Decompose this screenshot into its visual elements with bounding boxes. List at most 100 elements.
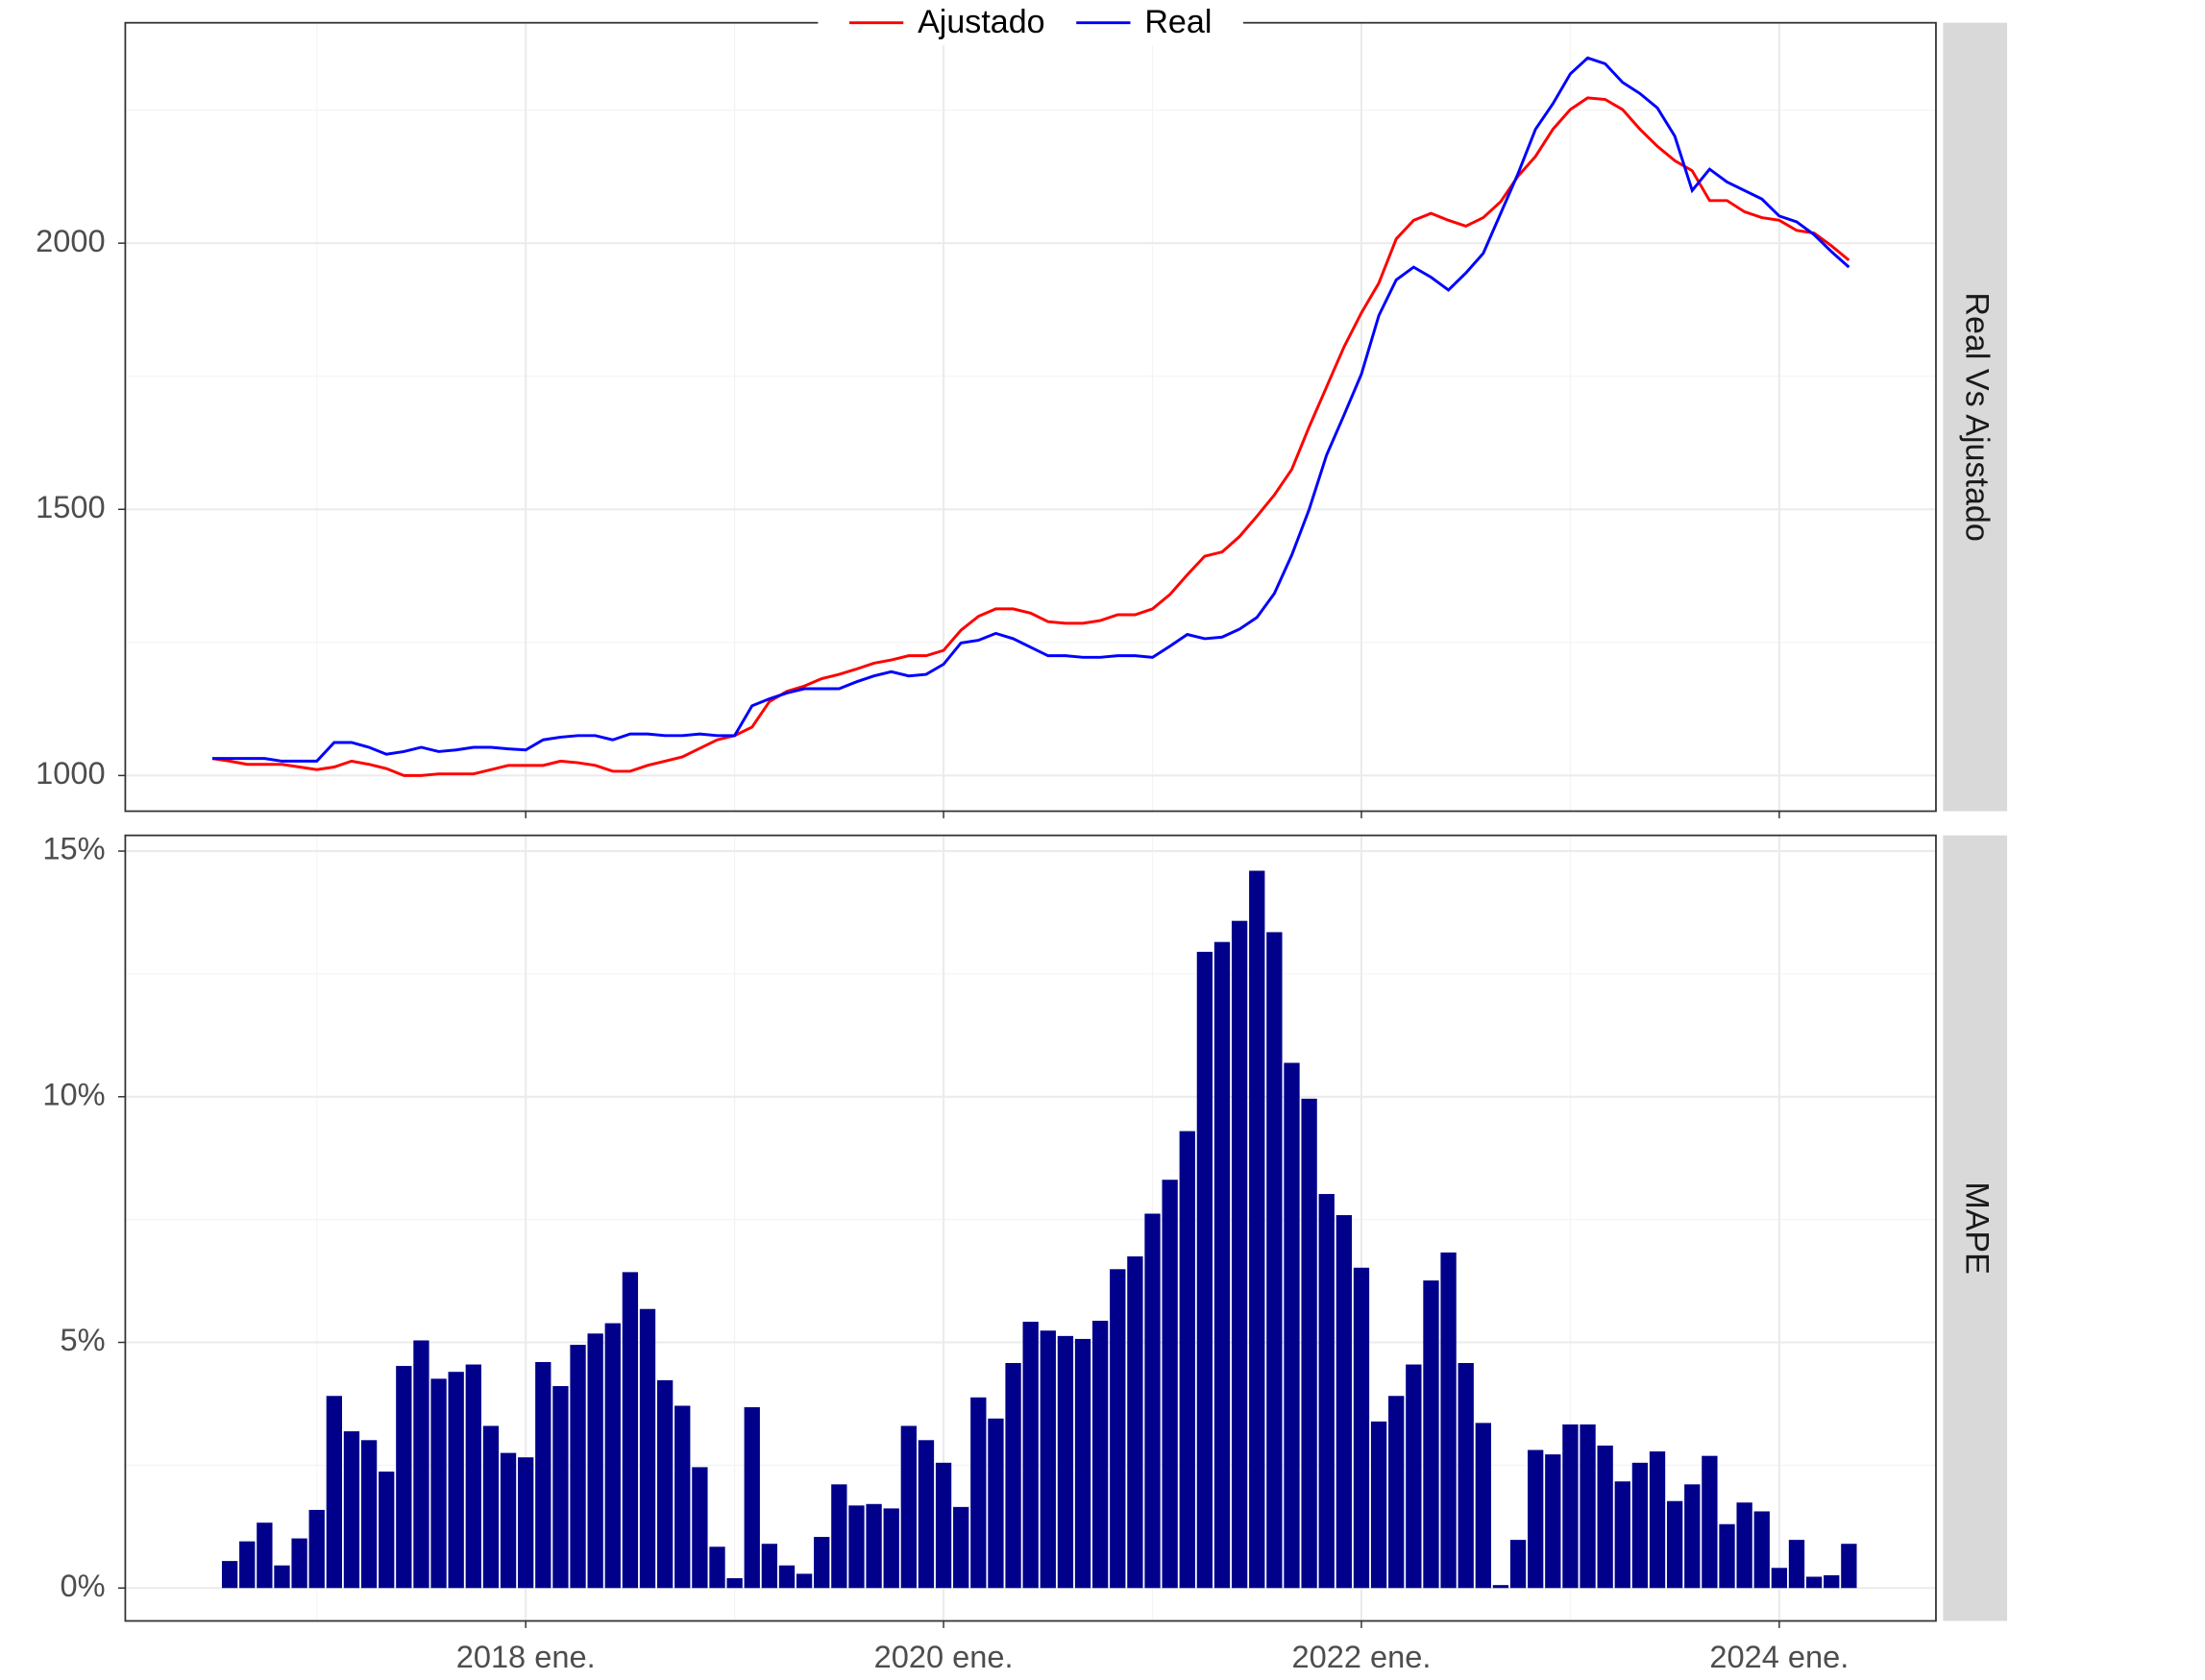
strip	[1943, 22, 2008, 812]
bar	[360, 1440, 378, 1589]
panel-background	[125, 22, 1936, 812]
bar	[535, 1361, 551, 1589]
bar	[1040, 1330, 1056, 1589]
bar	[1022, 1322, 1039, 1589]
y-tick-label: 0%	[61, 1568, 106, 1603]
bar	[1753, 1511, 1770, 1589]
bar	[848, 1505, 865, 1589]
bar	[1266, 932, 1283, 1589]
bar	[587, 1333, 603, 1589]
bar	[1353, 1267, 1370, 1589]
x-tick-label: 2024 ene.	[1709, 1639, 1849, 1674]
bar	[744, 1407, 760, 1589]
y-tick-label: 1000	[36, 755, 105, 791]
bar	[1666, 1500, 1683, 1589]
bar	[500, 1452, 517, 1589]
strip-label: Real Vs Ajustado	[1959, 292, 1996, 541]
bar	[257, 1522, 273, 1589]
bar	[465, 1364, 481, 1589]
bar	[1074, 1338, 1091, 1589]
bar	[726, 1578, 743, 1589]
bar	[1597, 1445, 1613, 1589]
bar	[1301, 1098, 1317, 1589]
bar	[326, 1396, 343, 1589]
bar	[291, 1538, 307, 1589]
bar	[953, 1506, 969, 1589]
bar	[778, 1565, 796, 1589]
line-series	[211, 56, 1850, 763]
bar	[831, 1484, 847, 1589]
x-tick-label: 2022 ene.	[1292, 1639, 1432, 1674]
bar	[814, 1537, 830, 1589]
line-series	[211, 96, 1850, 777]
bar	[1805, 1576, 1823, 1589]
bar	[970, 1397, 987, 1589]
bar	[1335, 1215, 1353, 1589]
bar	[1719, 1523, 1735, 1589]
bar	[1057, 1335, 1074, 1589]
bar	[935, 1462, 952, 1589]
bar	[1771, 1568, 1788, 1589]
bar	[1458, 1362, 1474, 1589]
bar	[239, 1541, 256, 1589]
y-tick-label: 10%	[42, 1076, 105, 1111]
bar	[1423, 1280, 1439, 1589]
bar	[1231, 920, 1248, 1589]
bar	[1213, 941, 1231, 1589]
bar	[656, 1379, 674, 1589]
bar	[1492, 1585, 1509, 1589]
bar	[1249, 870, 1265, 1589]
bar	[1318, 1194, 1335, 1589]
bar	[639, 1308, 656, 1589]
bar	[570, 1345, 586, 1589]
bar	[430, 1378, 447, 1589]
bar	[448, 1372, 464, 1589]
panel: 1000 1500 2000 Real Vs Ajustado	[36, 21, 2008, 818]
bar	[1440, 1252, 1457, 1589]
bar	[1614, 1481, 1630, 1589]
bar	[761, 1544, 778, 1589]
bar	[1580, 1424, 1596, 1589]
bar	[1841, 1544, 1857, 1589]
bar	[1005, 1362, 1021, 1589]
bar	[1162, 1180, 1178, 1589]
y-tick-label: 5%	[61, 1322, 106, 1357]
bar	[1196, 951, 1213, 1589]
bar	[988, 1418, 1004, 1589]
bar	[552, 1386, 569, 1589]
bar	[1736, 1502, 1752, 1589]
legend-label: Ajustado	[918, 4, 1045, 40]
bar	[866, 1503, 882, 1589]
bar	[1824, 1574, 1840, 1589]
bar	[622, 1272, 639, 1589]
bar	[918, 1440, 935, 1589]
y-tick-label: 1500	[36, 489, 105, 524]
bar	[883, 1508, 899, 1589]
legend: Ajustado Real	[818, 2, 1244, 46]
bar	[221, 1561, 238, 1589]
strip	[1943, 835, 2008, 1621]
bar	[1179, 1131, 1195, 1589]
bar	[1684, 1484, 1701, 1589]
bar	[709, 1546, 725, 1589]
bar	[1284, 1062, 1300, 1589]
bar	[1370, 1421, 1387, 1589]
bar	[379, 1472, 395, 1589]
bar	[1702, 1455, 1718, 1589]
panel-border	[124, 834, 1937, 1622]
bar	[796, 1573, 813, 1589]
bar	[1406, 1364, 1422, 1589]
bar	[482, 1425, 500, 1589]
panel: 0% 5% 10% 15% 2018 ene. 2020 ene. 2022 ene. 202…	[42, 831, 2008, 1674]
bar	[274, 1565, 290, 1589]
y-tick-label: 2000	[36, 223, 105, 258]
bar	[1631, 1462, 1649, 1589]
bar	[1528, 1449, 1544, 1589]
bar	[1562, 1424, 1579, 1589]
bar	[1092, 1321, 1109, 1589]
bar	[343, 1431, 360, 1589]
bar	[1509, 1540, 1527, 1589]
bar	[396, 1366, 412, 1589]
